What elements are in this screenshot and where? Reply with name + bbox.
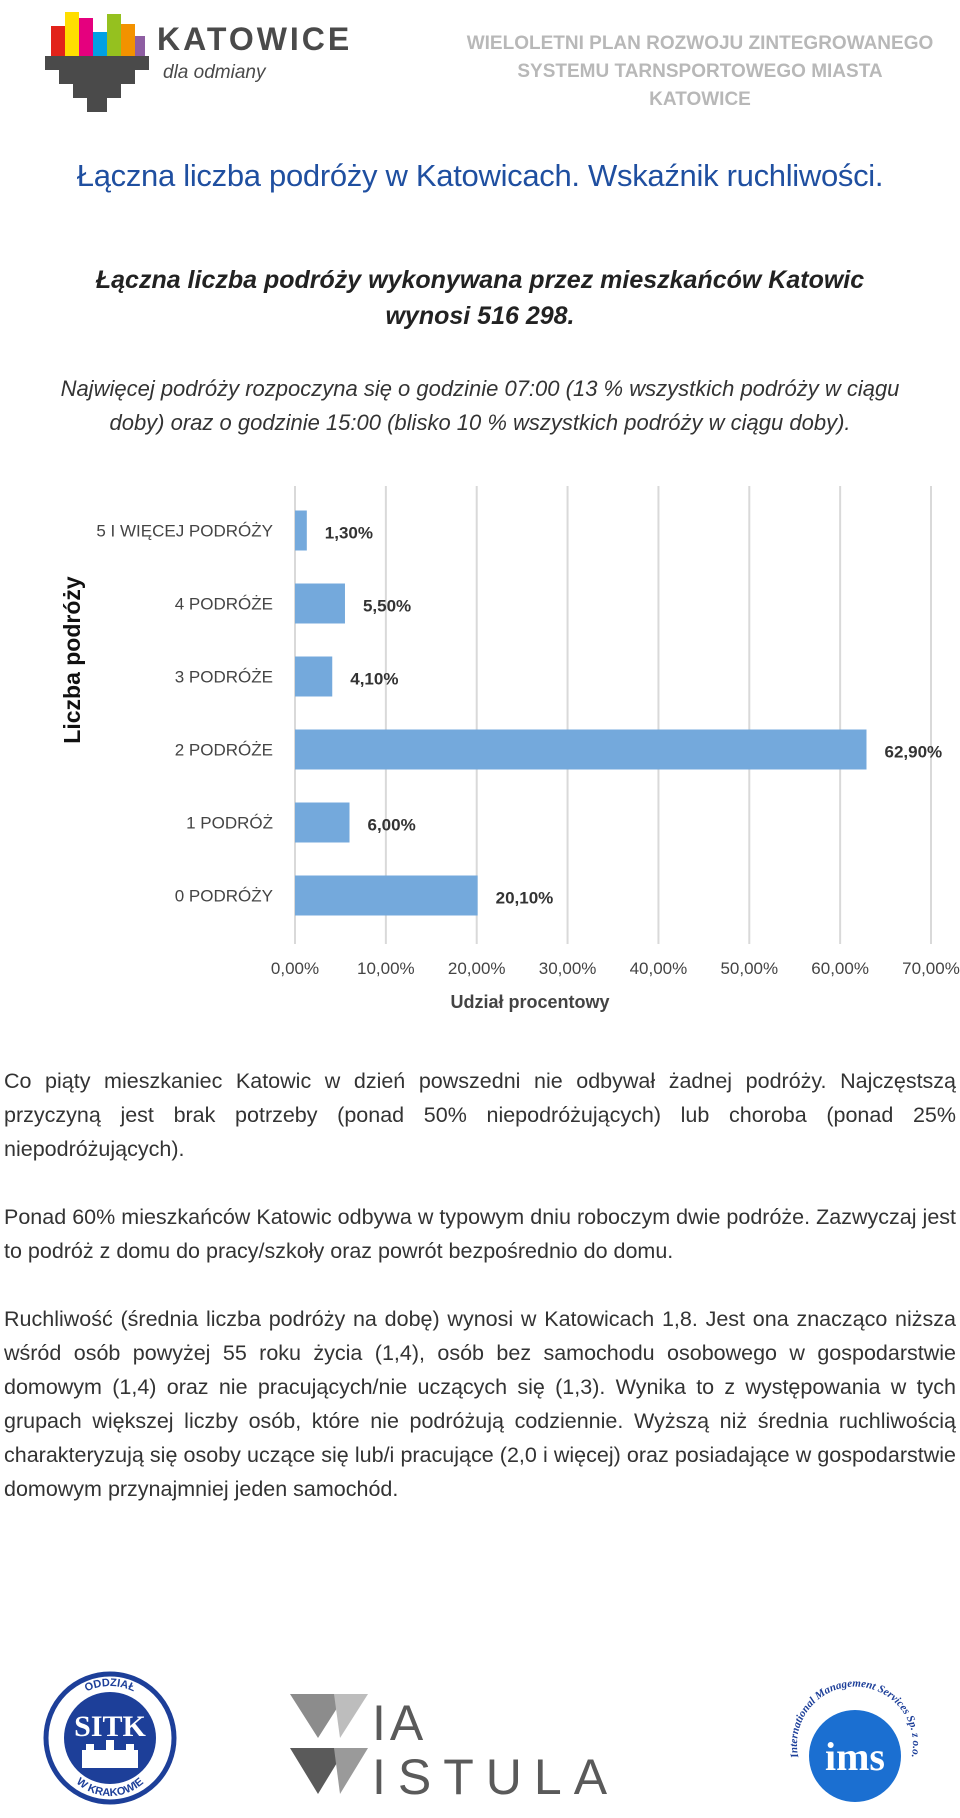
paragraph: Ponad 60% mieszkańców Katowic odbywa w t… [4,1205,956,1263]
chart-data-label: 5,50% [363,597,411,616]
chart-x-tick-label: 30,00% [539,959,597,978]
chart-data-label: 6,00% [368,816,416,835]
paragraph: Ruchliwość (średnia liczba podróży na do… [4,1307,956,1501]
chart-y-axis-title: Liczba podróży [59,576,85,744]
chart-bar [295,656,333,697]
document-title-line: SYSTEMU TARNSPORTOWEGO MIASTA [517,61,883,82]
chart-category-label: 1 PODRÓŻ [186,814,273,833]
paragraph: Co piąty mieszkaniec Katowic w dzień pow… [4,1069,956,1161]
ims-logo: International Management Services Sp. z … [788,1678,922,1802]
trips-bar-chart: 5 I WIĘCEJ PODRÓŻY 4 PODRÓŻE 3 PODRÓŻE 2 PO… [59,486,960,1012]
brand-name: KATOWICE [157,21,352,57]
chart-x-tick-label: 60,00% [811,959,869,978]
chart-data-label: 62,90% [884,743,942,762]
chart-category-label: 3 PODRÓŻE [175,668,273,687]
chart-data-label: 4,10% [350,670,398,689]
chart-x-tick-labels: 0,00% 10,00% 20,00% 30,00% 40,00% 50,00% 60,00… [271,959,960,978]
chart-bars [295,510,867,916]
subtitle: Łączna liczba podróży wykonywana przez m… [40,262,920,334]
chart-category-label: 5 I WIĘCEJ PODRÓŻY [96,522,273,541]
katowice-logo-mark [45,12,149,112]
sitk-logo-top-text-path: ODDZIAŁ [83,1677,138,1695]
via-vistula-logo: IA ISTULA [290,1694,619,1800]
intro-text: Najwięcej podróży rozpoczyna się o godzi… [0,372,960,440]
ims-logo-mark: ims [825,1734,885,1779]
chart-category-labels: 5 I WIĘCEJ PODRÓŻY 4 PODRÓŻE 3 PODRÓŻE 2 PO… [96,522,273,906]
chart-data-label: 20,10% [496,889,554,908]
chart-x-tick-label: 70,00% [902,959,960,978]
chart-bar [295,583,345,624]
subtitle-line: wynosi 516 298. [385,302,575,330]
chart-bar [295,802,350,843]
chart-bar [295,875,478,916]
subtitle-line: Łączna liczba podróży wykonywana przez m… [95,266,865,294]
chart-x-tick-label: 20,00% [448,959,506,978]
chart-x-tick-label: 0,00% [271,959,319,978]
sitk-krakow-logo: ODDZIAŁ W KRAKOWIE SITK [43,1671,177,1805]
chart-category-label: 0 PODRÓŻY [175,887,273,906]
intro-line: Najwięcej podróży rozpoczyna się o godzi… [60,376,900,401]
chart-category-label: 2 PODRÓŻE [175,741,273,760]
katowice-logo: KATOWICE dla odmiany [45,12,352,112]
chart-data-labels: 1,30% 5,50% 4,10% 62,90% 6,00% 20,10% [325,524,942,908]
chart-x-tick-label: 50,00% [720,959,778,978]
chart-data-label: 1,30% [325,524,373,543]
chart-category-label: 4 PODRÓŻE [175,595,273,614]
chart-x-tick-label: 40,00% [630,959,688,978]
document-title-line: KATOWICE [649,89,751,110]
via-logo-bottom-text: ISTULA [372,1749,619,1800]
chart-x-tick-label: 10,00% [357,959,415,978]
intro-line: doby) oraz o godzinie 15:00 (blisko 10 %… [109,410,851,435]
chart-gridlines [294,486,932,944]
chart-x-axis-title: Udział procentowy [450,992,609,1012]
chart-bar [295,510,307,551]
document-title-line: WIELOLETNI PLAN ROZWOJU ZINTEGROWANEGO [466,33,934,54]
sitk-logo-top-text: ODDZIAŁ [83,1677,138,1695]
page-title: Łączna liczba podróży w Katowicach. Wska… [76,158,884,193]
via-logo-top-text: IA [372,1695,427,1751]
document-title: WIELOLETNI PLAN ROZWOJU ZINTEGROWANEGO S… [440,30,960,114]
chart-bar [295,729,867,770]
sitk-logo-mark: SITK [74,1710,146,1743]
brand-tagline: dla odmiany [163,62,267,83]
